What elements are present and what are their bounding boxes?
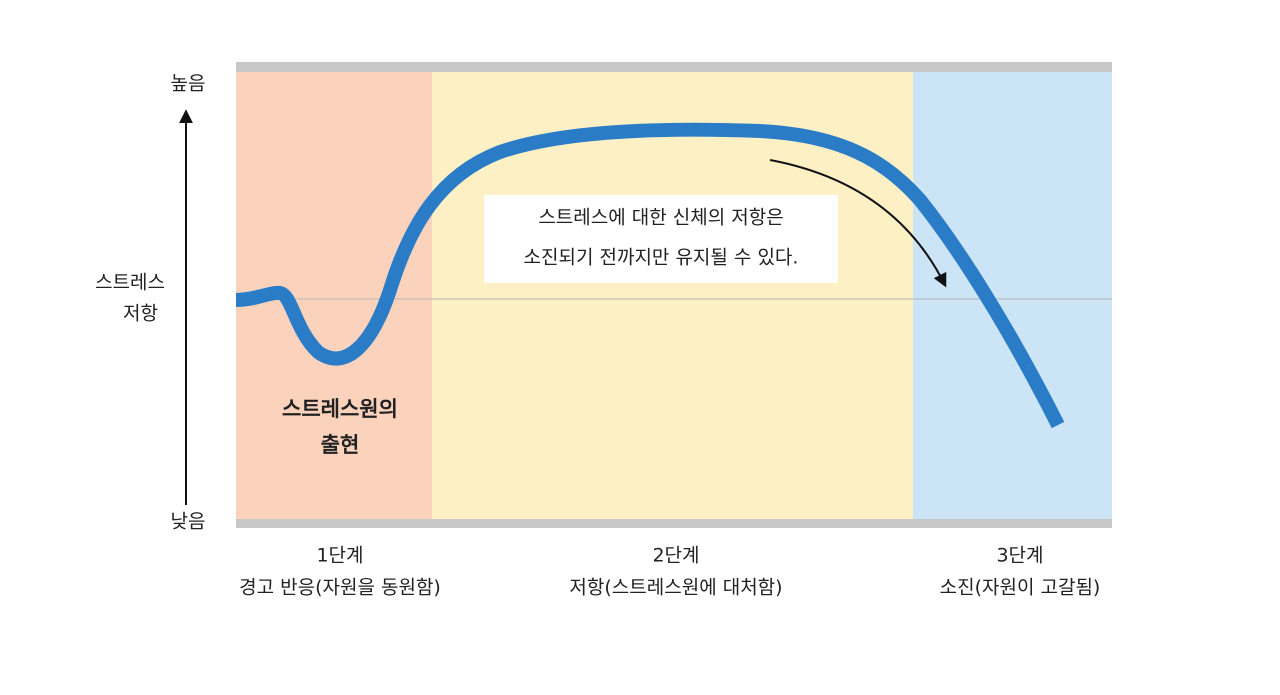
y-high: 높음 bbox=[171, 73, 206, 95]
stressor-label: 출현 bbox=[321, 433, 360, 457]
y-low: 낮음 bbox=[171, 511, 206, 533]
stage-title: 1단계 bbox=[316, 545, 363, 567]
stage-description: 소진(자원이 고갈됨) bbox=[940, 577, 1101, 599]
bottom-bar bbox=[236, 519, 1112, 528]
resistance-curve bbox=[235, 122, 1065, 429]
stage-description: 경고 반응(자원을 동원함) bbox=[239, 577, 441, 599]
stage-3-bg bbox=[913, 68, 1112, 524]
annotation-box bbox=[484, 195, 838, 283]
stage-title: 3단계 bbox=[996, 545, 1043, 567]
stage-title: 2단계 bbox=[652, 545, 699, 567]
y-label: 저항 bbox=[123, 303, 158, 325]
annotation-text: 소진되기 전까지만 유지될 수 있다. bbox=[524, 247, 799, 269]
stage-description: 저항(스트레스원에 대처함) bbox=[569, 577, 782, 599]
stressor-label: 스트레스원의 bbox=[282, 397, 398, 421]
annotation-arrow bbox=[769, 159, 947, 288]
annotation-text: 스트레스에 대한 신체의 저항은 bbox=[538, 207, 783, 229]
top-bar bbox=[236, 62, 1112, 72]
y-label: 스트레스 bbox=[95, 272, 165, 294]
